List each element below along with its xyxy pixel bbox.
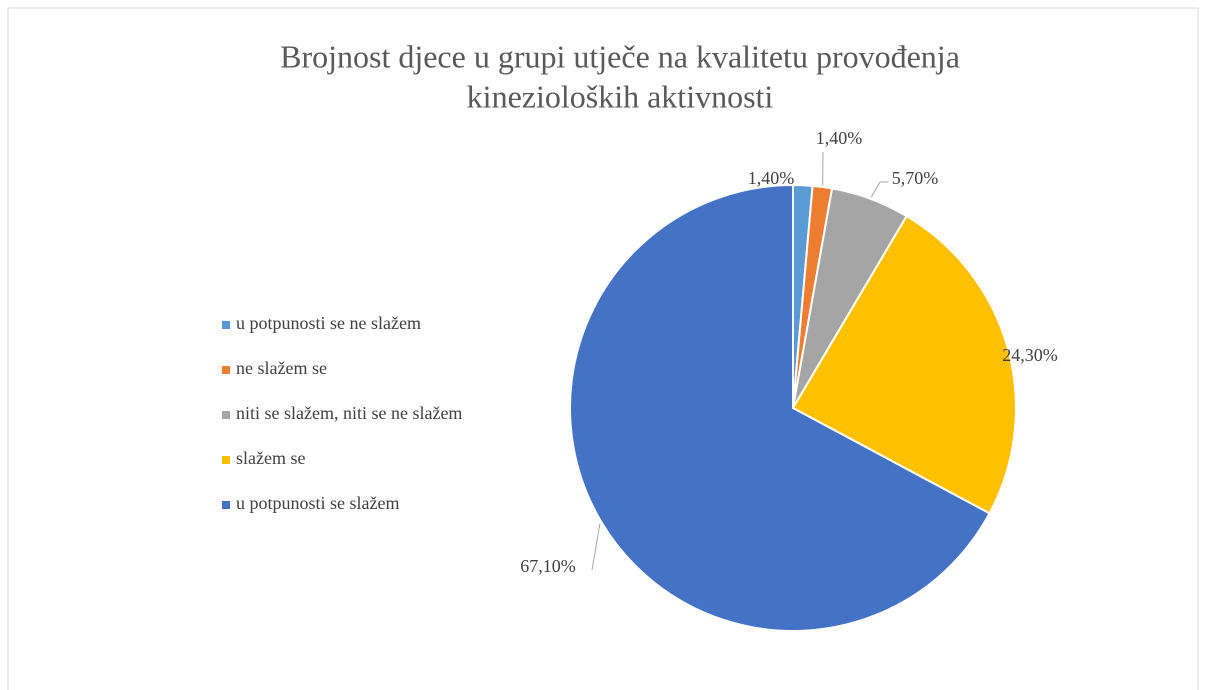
leader-line	[870, 181, 888, 198]
data-label: 1,40%	[748, 168, 795, 188]
legend-label: u potpunosti se slažem	[236, 493, 399, 513]
data-label: 24,30%	[1002, 345, 1058, 365]
legend-label: niti se slažem, niti se ne slažem	[236, 403, 462, 423]
pie-slice	[791, 214, 1017, 515]
data-label: 5,70%	[892, 168, 939, 188]
pie-slice	[569, 183, 991, 632]
chart-title: Brojnost djece u grupi utječe na kvalite…	[280, 38, 960, 74]
legend-label: ne slažem se	[236, 358, 327, 378]
legend-swatch	[222, 501, 230, 509]
leader-line	[591, 523, 601, 571]
legend-swatch	[222, 456, 230, 464]
legend-swatch	[222, 411, 230, 419]
legend-swatch	[222, 366, 230, 374]
legend-swatch	[222, 321, 230, 329]
legend-label: u potpunosti se ne slažem	[236, 313, 421, 333]
chart-title: kinezioloških aktivnosti	[467, 78, 774, 114]
data-label: 67,10%	[520, 556, 576, 576]
legend-label: slažem se	[236, 448, 305, 468]
data-label: 1,40%	[816, 128, 863, 148]
